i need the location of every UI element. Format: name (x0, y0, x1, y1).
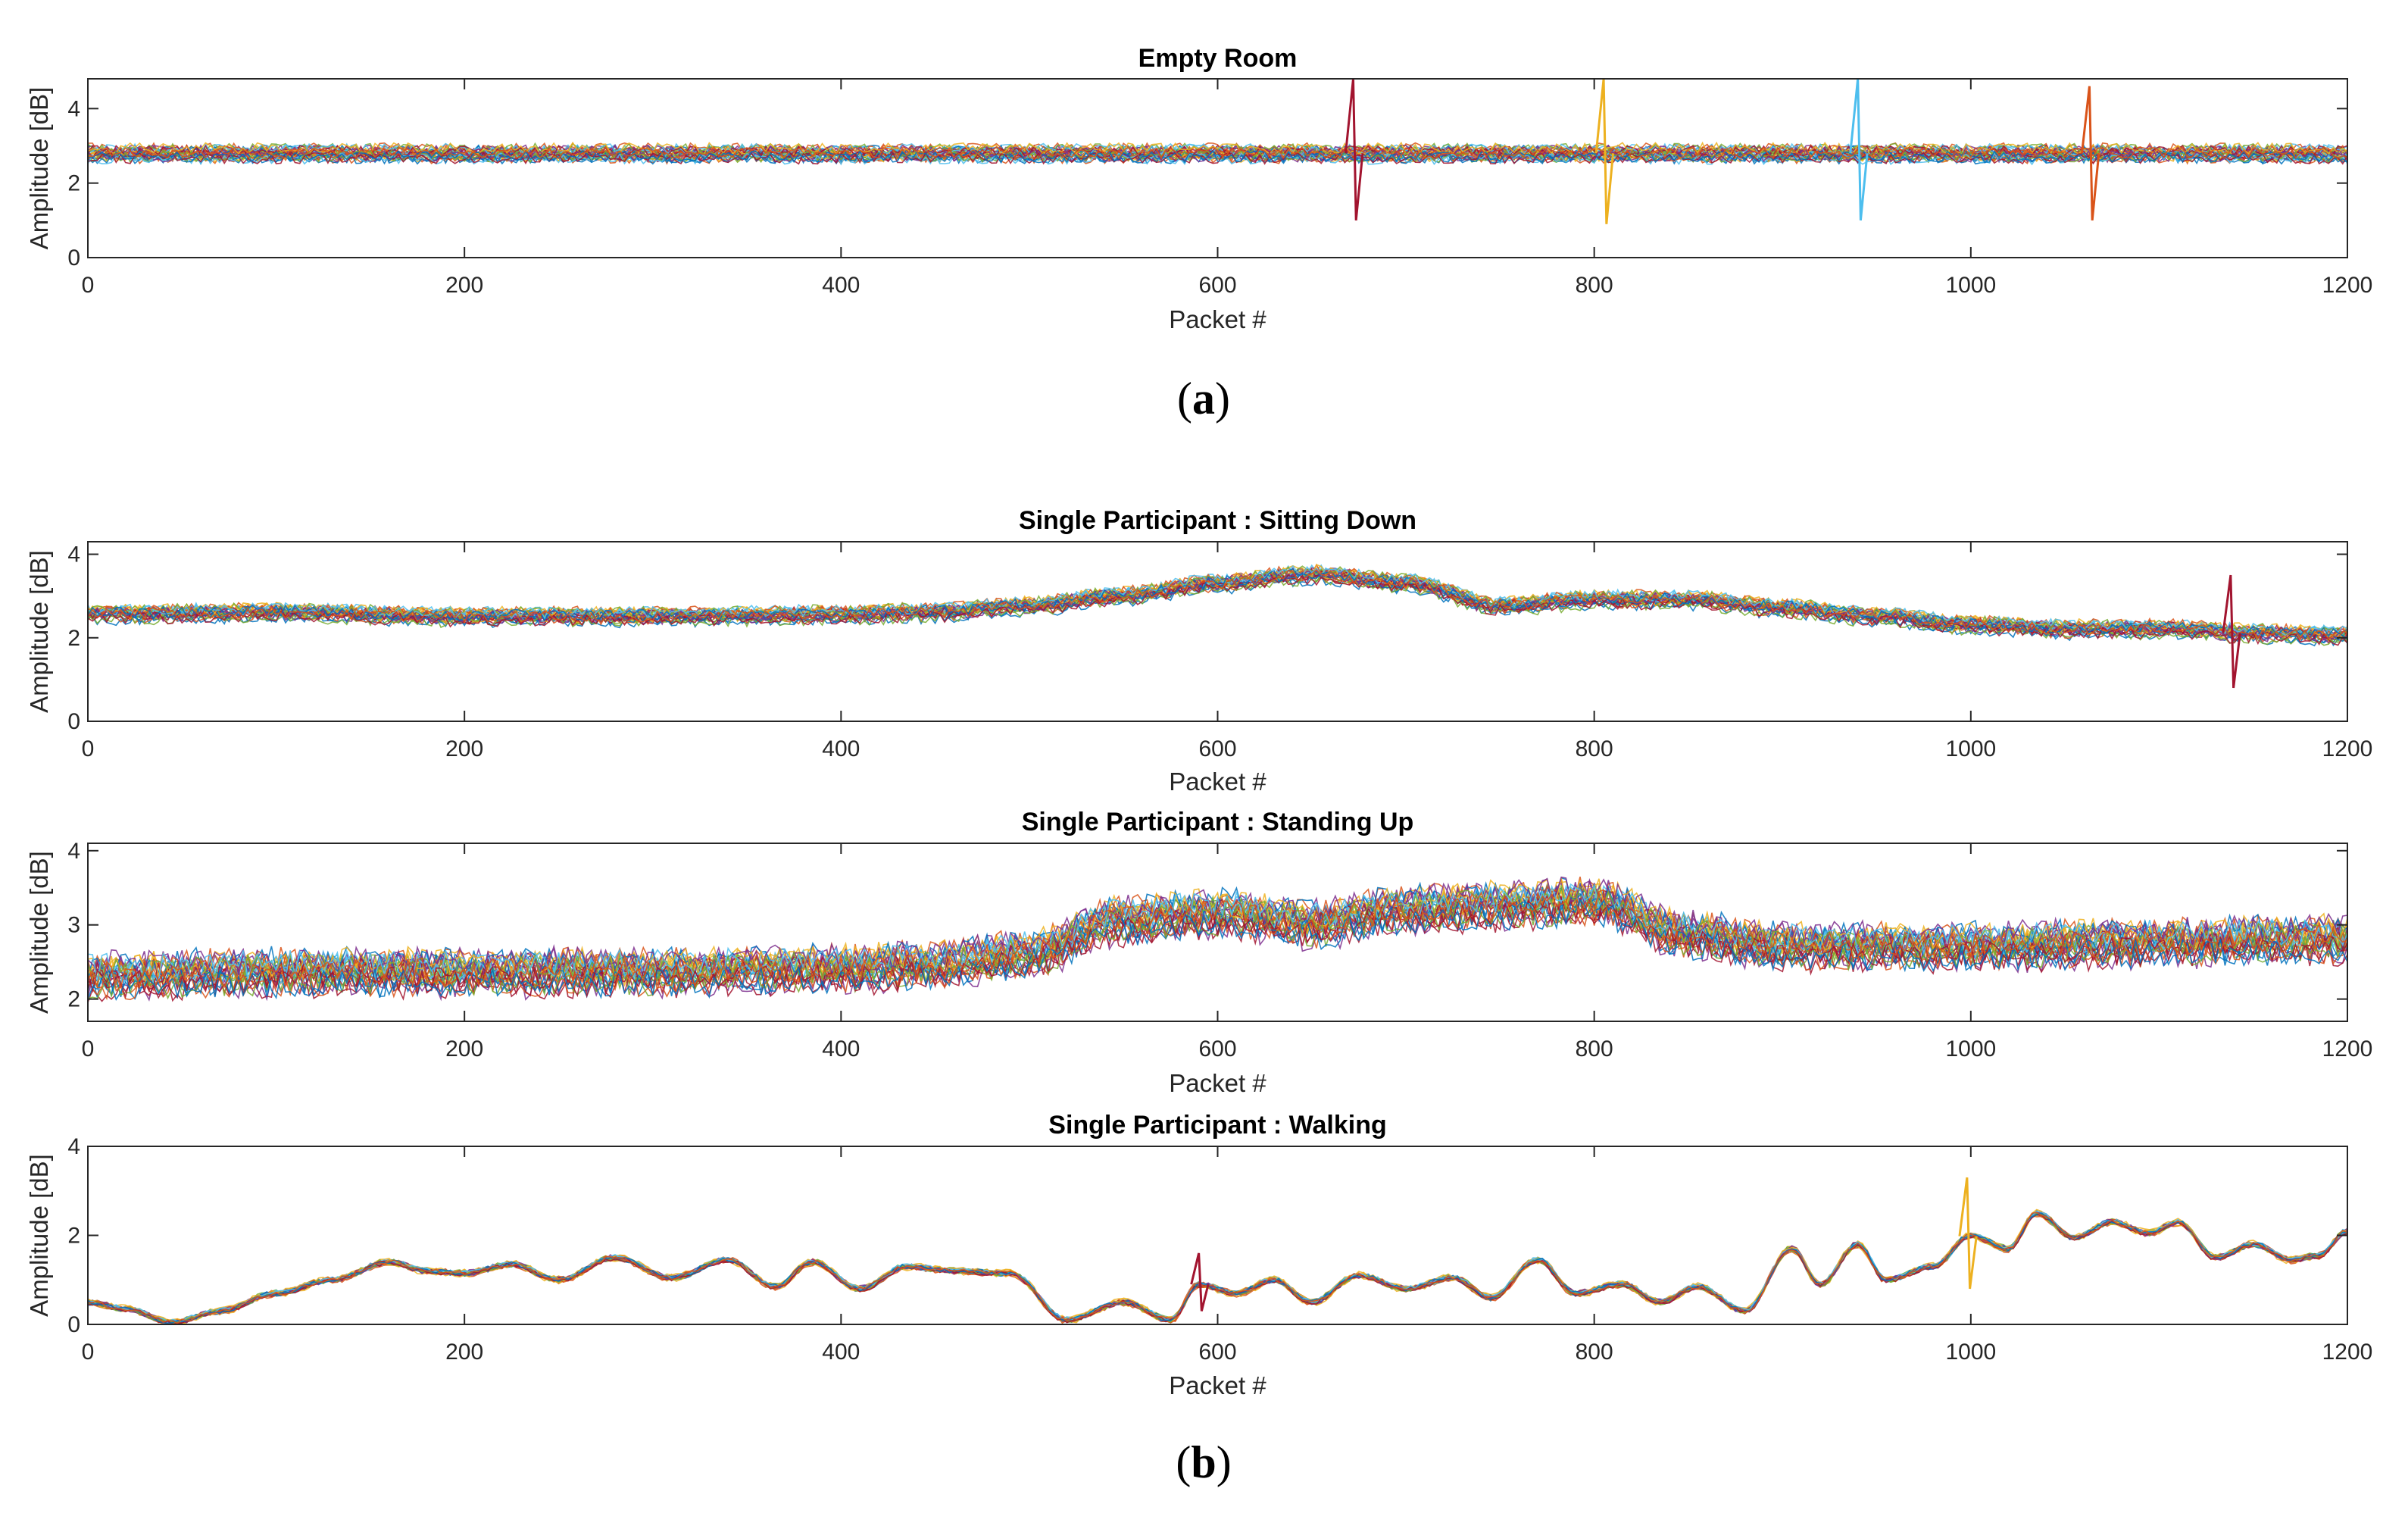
plot-area (88, 1146, 2347, 1324)
x-tick-label: 400 (822, 1340, 860, 1365)
x-tick-label: 1200 (2322, 1340, 2373, 1365)
x-tick-label: 0 (82, 736, 95, 761)
y-axis-label: Amplitude [dB] (25, 87, 53, 250)
x-tick-label: 200 (445, 1340, 483, 1365)
x-tick-label: 600 (1198, 273, 1236, 298)
caption-b-letter: b (1191, 1437, 1216, 1487)
y-tick-label: 0 (67, 709, 80, 734)
series-line (88, 897, 2347, 999)
series-line (88, 152, 2347, 165)
series-line (88, 565, 2347, 637)
x-tick-label: 600 (1198, 1036, 1236, 1061)
x-tick-label: 1000 (1945, 736, 1996, 761)
y-axis-label: Amplitude [dB] (25, 1154, 53, 1317)
spike-mark (2222, 574, 2241, 689)
x-tick-label: 800 (1576, 1036, 1613, 1061)
plot-title: Single Participant : Sitting Down (1019, 506, 1416, 535)
plot-title: Single Participant : Standing Up (1022, 808, 1414, 836)
series-line (88, 142, 2347, 156)
x-tick-label: 800 (1576, 1340, 1613, 1365)
spike-mark (1849, 79, 1869, 220)
x-tick-label: 0 (82, 1036, 95, 1061)
series-group (88, 563, 2347, 689)
standing-up-plot: 0 200 400 600 800 1000 1200 2 3 4 Single Participa… (25, 808, 2372, 1097)
y-axis-label: Amplitude [dB] (25, 550, 53, 713)
x-tick-label: 600 (1198, 736, 1236, 761)
series-line (88, 569, 2347, 640)
series-group (88, 79, 2347, 224)
y-tick-label: 2 (67, 626, 80, 651)
series-line (88, 899, 2347, 1001)
y-tick-label: 4 (67, 542, 80, 567)
x-axis-label: Packet # (1169, 768, 1266, 796)
series-line (88, 883, 2347, 983)
y-tick-label: 2 (67, 987, 80, 1012)
series-line (88, 564, 2347, 638)
x-axis-label: Packet # (1169, 1371, 1266, 1399)
y-tick-label: 3 (67, 913, 80, 938)
plot-title: Single Participant : Walking (1048, 1111, 1386, 1140)
series-group (88, 876, 2347, 1003)
series-line (88, 885, 2347, 987)
x-tick-label: 800 (1576, 736, 1613, 761)
x-tick-label: 800 (1576, 273, 1613, 298)
series-line (88, 567, 2347, 640)
x-tick-label: 200 (445, 1036, 483, 1061)
plot-area (88, 79, 2347, 258)
walking-plot: 0 200 400 600 800 1000 1200 0 2 4 Single Participa… (25, 1111, 2372, 1399)
spike-mark (1958, 1177, 1978, 1290)
empty-room-plot: 0 200 400 600 800 1000 1200 0 2 4 Empty Room Packet… (25, 44, 2372, 333)
plot-title: Empty Room (1138, 44, 1298, 73)
x-tick-label: 1200 (2322, 273, 2373, 298)
series-line (88, 877, 2347, 979)
series-line (88, 889, 2347, 992)
spike-mark (1594, 79, 1615, 224)
caption-a-letter: a (1192, 374, 1215, 424)
series-line (88, 141, 2347, 155)
series-line (88, 149, 2347, 164)
x-tick-label: 1200 (2322, 736, 2373, 761)
series-line (88, 1212, 2347, 1324)
caption-b: (b) (1176, 1437, 1231, 1487)
spike-mark (2081, 86, 2100, 220)
y-tick-label: 4 (67, 1134, 80, 1159)
caption-a: (a) (1177, 374, 1230, 424)
sitting-down-plot: 0 200 400 600 800 1000 1200 0 2 4 Single Participa… (25, 506, 2372, 796)
y-tick-label: 2 (67, 171, 80, 196)
y-tick-label: 2 (67, 1224, 80, 1249)
y-tick-label: 4 (67, 839, 80, 864)
y-tick-label: 4 (67, 96, 80, 121)
x-tick-label: 0 (82, 273, 95, 298)
x-tick-label: 1000 (1945, 1036, 1996, 1061)
x-tick-label: 1200 (2322, 1036, 2373, 1061)
series-line (88, 574, 2347, 646)
x-axis-label: Packet # (1169, 1069, 1266, 1097)
y-tick-label: 0 (67, 1312, 80, 1337)
x-tick-label: 200 (445, 273, 483, 298)
x-tick-label: 400 (822, 736, 860, 761)
y-tick-label: 0 (67, 245, 80, 270)
y-axis-label: Amplitude [dB] (25, 851, 53, 1014)
x-tick-label: 400 (822, 273, 860, 298)
x-tick-label: 200 (445, 736, 483, 761)
series-line (88, 145, 2347, 160)
spike-mark (1345, 79, 1364, 220)
x-tick-label: 0 (82, 1340, 95, 1365)
series-group (88, 1177, 2347, 1324)
x-tick-label: 1000 (1945, 273, 1996, 298)
x-axis-label: Packet # (1169, 305, 1266, 333)
series-line (88, 150, 2347, 164)
spike-mark (1190, 1252, 1210, 1312)
x-tick-label: 1000 (1945, 1340, 1996, 1365)
x-tick-label: 400 (822, 1036, 860, 1061)
x-tick-label: 600 (1198, 1340, 1236, 1365)
